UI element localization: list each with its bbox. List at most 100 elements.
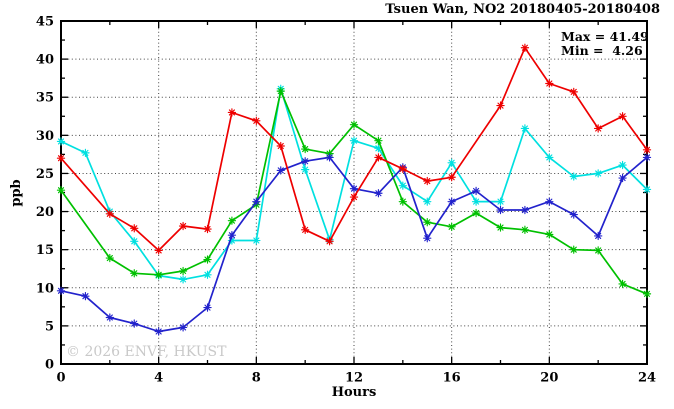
y-tick-label: 20 — [36, 205, 54, 220]
series-green-line — [60, 90, 648, 295]
data-point-marker — [496, 205, 505, 215]
data-point-marker — [374, 136, 383, 145]
data-point-marker — [520, 43, 530, 52]
series-green — [56, 86, 652, 299]
data-point-marker — [423, 176, 432, 186]
data-point-marker — [642, 289, 652, 299]
data-point-marker — [520, 124, 530, 133]
data-point-marker — [203, 270, 212, 279]
data-point-marker — [81, 291, 90, 301]
data-point-marker — [374, 153, 383, 162]
data-point-marker — [349, 192, 359, 202]
data-point-marker — [252, 197, 261, 206]
x-tick-label: 16 — [443, 371, 461, 386]
data-point-marker — [398, 164, 408, 174]
data-point-marker — [300, 157, 310, 166]
data-point-marker — [56, 286, 66, 296]
data-point-marker — [520, 225, 530, 235]
series-red-line — [60, 46, 648, 252]
max-min-annotation: Max = 41.49 Min = 4.26 — [561, 29, 649, 58]
data-point-marker — [569, 210, 578, 219]
data-point-marker — [154, 246, 163, 255]
data-point-marker — [252, 116, 261, 126]
series-cyan-line — [60, 87, 648, 281]
data-point-marker — [178, 266, 188, 276]
data-point-marker — [569, 87, 578, 97]
data-point-marker — [227, 216, 237, 225]
data-point-marker — [227, 231, 237, 240]
y-tick-label: 0 — [45, 358, 54, 373]
data-point-marker — [105, 209, 115, 219]
data-point-marker — [496, 223, 505, 232]
data-point-marker — [81, 148, 90, 158]
data-point-marker — [618, 173, 627, 183]
data-point-marker — [154, 270, 163, 279]
data-point-marker — [300, 225, 310, 235]
data-point-marker — [56, 186, 66, 195]
data-point-marker — [56, 154, 66, 163]
data-point-marker — [471, 186, 481, 196]
data-point-marker — [276, 86, 285, 96]
data-point-marker — [227, 108, 237, 117]
data-point-marker — [252, 236, 261, 245]
data-point-marker — [423, 218, 432, 227]
data-point-marker — [545, 79, 554, 88]
data-point-marker — [178, 221, 188, 231]
data-point-marker — [349, 136, 359, 145]
data-point-marker — [203, 303, 212, 312]
y-tick-label: 15 — [36, 243, 54, 258]
y-tick-label: 35 — [36, 91, 54, 106]
data-point-marker — [325, 153, 334, 162]
data-point-marker — [227, 236, 237, 245]
data-point-marker — [569, 172, 578, 181]
series-red — [56, 43, 652, 255]
data-point-marker — [545, 197, 554, 206]
data-point-marker — [496, 197, 505, 206]
data-point-marker — [300, 144, 310, 154]
data-point-marker — [130, 224, 139, 233]
data-point-marker — [447, 158, 456, 167]
data-point-marker — [105, 253, 115, 263]
series-blue — [56, 153, 652, 336]
data-point-marker — [105, 313, 115, 322]
data-point-marker — [642, 185, 652, 194]
plot-area: 0 4 8 12 16 20 24 0 5 10 15 20 25 30 35 40 45 — [36, 15, 656, 386]
data-point-marker — [300, 165, 310, 174]
min-annotation-label: Min = 4.26 — [561, 43, 643, 58]
data-point-marker — [618, 112, 627, 121]
data-point-marker — [520, 205, 530, 215]
y-tick-label: 5 — [45, 319, 54, 334]
data-point-marker — [593, 124, 603, 133]
data-point-marker — [154, 327, 163, 336]
y-axis-label: ppb — [9, 179, 24, 206]
data-point-marker — [545, 153, 554, 162]
data-point-marker — [496, 101, 505, 110]
y-tick-label: 10 — [36, 281, 54, 296]
data-point-marker — [471, 208, 481, 218]
y-tick-label: 30 — [36, 129, 54, 144]
y-tick-label: 40 — [36, 53, 54, 68]
data-point-marker — [276, 141, 285, 151]
data-point-marker — [593, 246, 603, 255]
data-point-marker — [398, 197, 408, 206]
data-point-marker — [130, 319, 139, 328]
data-point-marker — [471, 197, 481, 206]
data-point-marker — [618, 279, 627, 289]
data-point-marker — [349, 120, 359, 129]
data-point-marker — [178, 323, 188, 332]
data-point-marker — [593, 169, 603, 178]
data-point-marker — [203, 224, 212, 234]
data-point-marker — [569, 245, 578, 254]
data-point-marker — [203, 255, 212, 264]
x-tick-label: 4 — [154, 371, 163, 386]
data-point-marker — [56, 137, 66, 146]
max-annotation-label: Max = 41.49 — [561, 29, 649, 44]
chart-title: Tsuen Wan, NO2 20180405-20180408 — [385, 2, 660, 17]
data-point-marker — [374, 189, 383, 198]
x-tick-label: 24 — [638, 371, 656, 386]
data-point-marker — [447, 197, 456, 206]
y-tick-label: 45 — [36, 15, 54, 30]
data-point-marker — [349, 184, 359, 193]
